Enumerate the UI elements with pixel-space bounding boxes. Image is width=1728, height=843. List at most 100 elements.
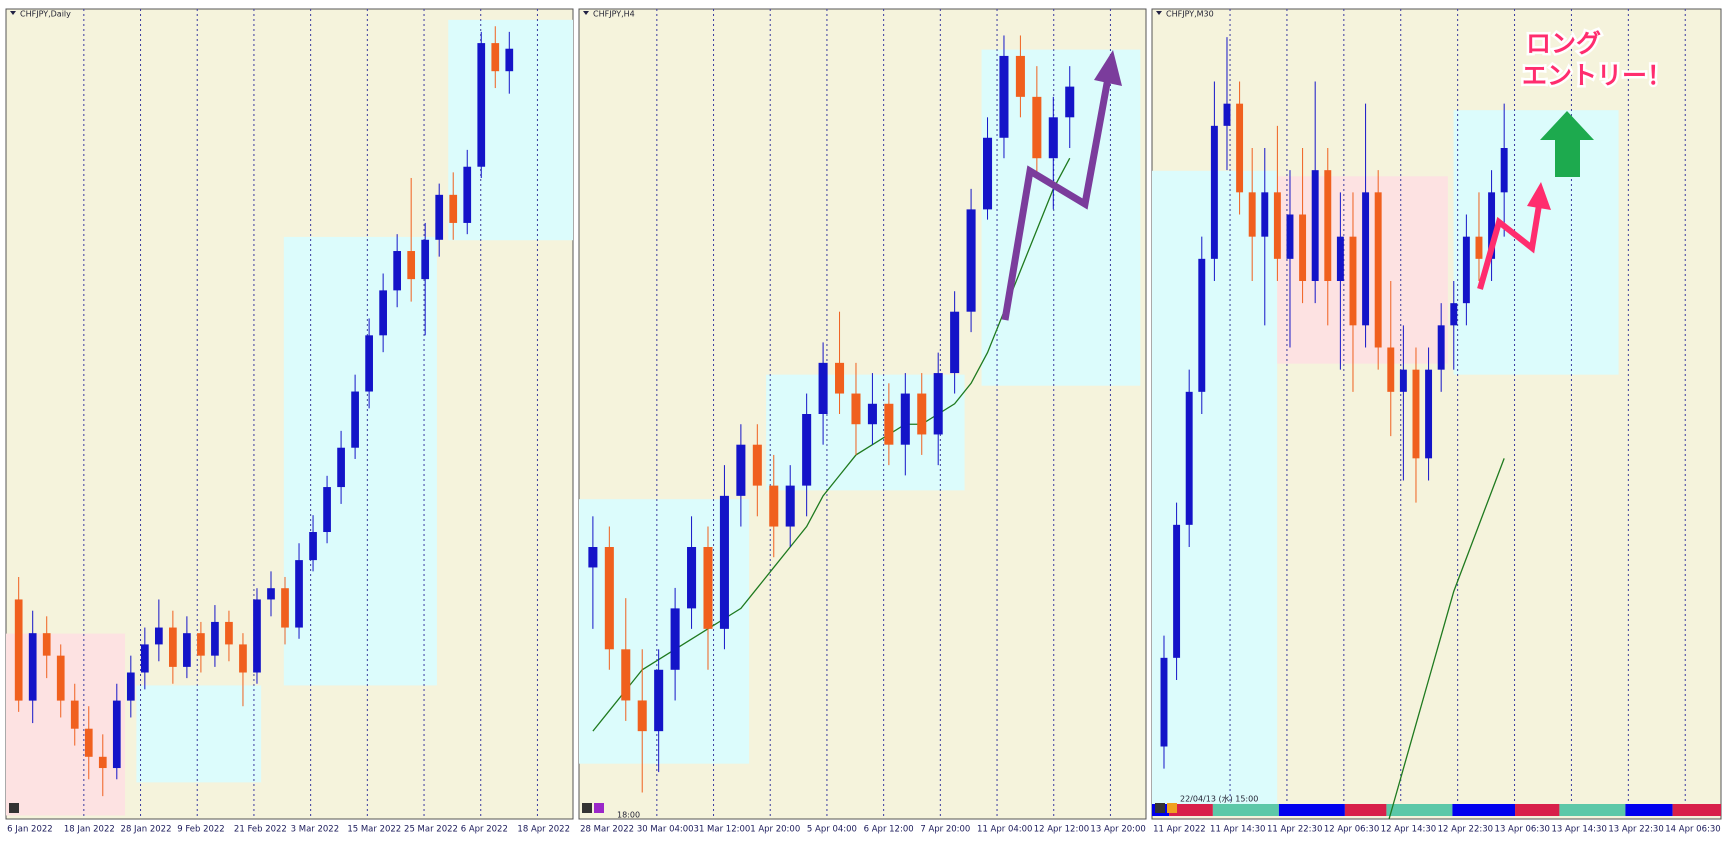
plot-area: [6, 9, 573, 819]
candle-body: [1248, 192, 1256, 237]
x-axis-label: 11 Apr 14:30: [1210, 825, 1265, 835]
panel-icon: [1167, 803, 1177, 813]
candle-body: [900, 393, 910, 445]
candle-body: [1412, 369, 1420, 459]
candle-body: [1261, 192, 1269, 237]
candle-body: [1173, 524, 1181, 658]
x-axis-label: 6 Apr 2022: [461, 825, 508, 835]
candle-body: [802, 414, 812, 486]
candle-body: [1462, 236, 1470, 304]
range-box: [6, 633, 126, 816]
candle-body: [1032, 96, 1042, 159]
candle-body: [703, 547, 713, 629]
panel-menu-icon: [583, 11, 589, 15]
candle-body: [365, 335, 373, 392]
x-axis-label: 5 Apr 04:00: [807, 825, 857, 835]
candle-body: [1399, 369, 1407, 392]
candle-body: [421, 239, 430, 280]
annotation-line-2: エントリー！: [1522, 61, 1672, 90]
x-axis-label: 3 Mar 2022: [291, 825, 339, 835]
x-axis-label: 11 Apr 2022: [1153, 825, 1206, 835]
moving-average: [1388, 458, 1505, 819]
candle-body: [42, 633, 51, 656]
candle-body: [407, 251, 416, 280]
candle-body: [351, 391, 359, 448]
x-axis-label: 6 Jan 2022: [7, 825, 53, 835]
candle-body: [687, 547, 697, 609]
x-axis-label: 18 Apr 2022: [517, 825, 570, 835]
candle-body: [281, 588, 289, 628]
candle-body: [211, 621, 219, 656]
x-axis-label: 25 Mar 2022: [404, 825, 458, 835]
candle-body: [477, 43, 486, 167]
indicator-strip: [1212, 804, 1279, 816]
candle-body: [1210, 125, 1218, 259]
indicator-strip: [1672, 804, 1721, 816]
pink-arrow-head: [1527, 182, 1551, 210]
x-axis-label: 12 Apr 12:00: [1034, 825, 1089, 835]
candle-body: [1324, 170, 1332, 281]
pink-arrow: [1477, 204, 1542, 290]
panel-icon: [582, 803, 592, 813]
x-axis-label: 12 Apr 22:30: [1438, 825, 1493, 835]
candle-body: [197, 633, 205, 656]
candle-body: [1236, 103, 1244, 193]
x-axis-label: 30 Mar 04:00: [637, 825, 694, 835]
candle-body: [1387, 347, 1395, 392]
candle-body: [867, 403, 877, 425]
candle-body: [950, 311, 960, 374]
purple-arrow: [1001, 77, 1112, 321]
candle-body: [1437, 325, 1445, 370]
panel-title: CHFJPY,M30: [1166, 10, 1214, 19]
x-axis-label: 28 Jan 2022: [121, 825, 172, 835]
chart-panel: 6 Jan 2022 18 Jan 2022 28 Jan 2022 9 Feb 20…: [5, 8, 574, 835]
panel-title: CHFJPY,H4: [593, 10, 635, 19]
indicator-strip: [1386, 804, 1453, 816]
x-axis-label: 14 Apr 06:30: [1665, 825, 1720, 835]
plot-area: [1152, 9, 1721, 819]
panel-menu-icon: [10, 11, 16, 15]
candle-body: [435, 194, 444, 240]
candle-body: [14, 599, 23, 701]
candle-body: [966, 209, 976, 312]
x-axis-label: 9 Feb 2022: [177, 825, 225, 835]
candle-body: [637, 700, 647, 732]
candle-body: [1273, 192, 1281, 259]
indicator-strip: [1344, 804, 1387, 816]
x-axis-label: 15 Mar 2022: [347, 825, 401, 835]
candle-body: [1198, 258, 1206, 392]
candle-body: [1500, 148, 1508, 193]
annotations: ロング エントリー！: [1001, 27, 1675, 321]
candle-body: [239, 644, 247, 673]
range-box: [283, 236, 437, 686]
candle-body: [1475, 236, 1483, 259]
candle-body: [1362, 192, 1370, 326]
purple-arrow-head: [1094, 50, 1122, 86]
candle-body: [379, 290, 387, 336]
candle-body: [267, 588, 275, 600]
entry-arrow: [1540, 111, 1594, 177]
candle-body: [1286, 214, 1294, 259]
time-label: 18:00: [617, 811, 640, 820]
candle-body: [1065, 86, 1075, 118]
x-axis-label: 6 Apr 12:00: [864, 825, 914, 835]
candle-body: [1015, 55, 1025, 97]
candle-body: [851, 393, 861, 425]
candle-body: [654, 669, 664, 732]
indicator-strip: [1169, 804, 1213, 816]
range-box: [766, 374, 965, 491]
candle-body: [98, 756, 107, 769]
candle-body: [28, 633, 37, 701]
candle-body: [769, 485, 779, 527]
x-axis-label: 7 Apr 20:00: [920, 825, 970, 835]
candle-body: [112, 700, 121, 769]
candle-body: [126, 672, 135, 701]
x-axis-label: 28 Mar 2022: [580, 825, 634, 835]
panel-icon: [9, 803, 19, 813]
x-axis-label: 13 Apr 22:30: [1608, 825, 1663, 835]
candle-body: [393, 251, 402, 291]
chart-panel: 11 Apr 2022 11 Apr 14:30 11 Apr 22:30 12 Ap…: [1151, 8, 1722, 835]
candle-body: [183, 633, 191, 667]
indicator-strip: [1625, 804, 1673, 816]
